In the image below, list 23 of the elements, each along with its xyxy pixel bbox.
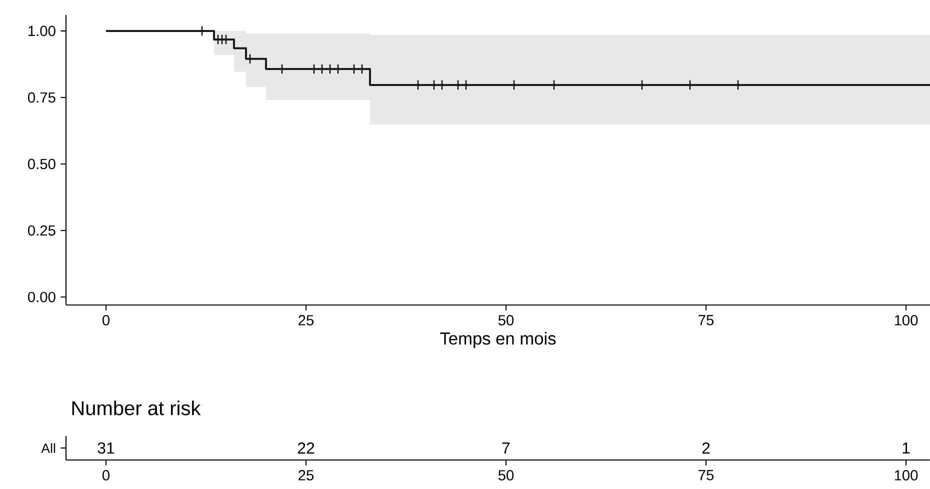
x-tick-label: 50	[498, 470, 514, 480]
x-axis-title: Temps en mois	[440, 332, 556, 348]
x-tick-label: 0	[102, 315, 110, 326]
data-label: 1	[902, 442, 910, 454]
x-tick-label: 100	[894, 315, 918, 326]
x-tick-label: 100	[894, 470, 918, 480]
chart-title: Number at risk	[72, 400, 201, 416]
y-tick-label: 0.75	[28, 92, 56, 103]
x-tick-label: 75	[698, 315, 714, 326]
data-label: 2	[702, 442, 710, 454]
x-tick-label: 25	[298, 315, 314, 326]
x-tick-label: 25	[298, 470, 314, 480]
data-label: 31	[98, 442, 114, 454]
y-tick-label: 0.25	[28, 225, 56, 236]
y-tick-label: 0.50	[28, 158, 56, 170]
data-label: 22	[298, 442, 314, 454]
y-tick-label: All	[41, 443, 56, 453]
data-label: 7	[502, 442, 510, 454]
y-tick-label: 0.00	[28, 292, 56, 302]
x-tick-label: 50	[498, 315, 514, 326]
x-tick-label: 0	[102, 470, 110, 480]
x-tick-label: 75	[698, 470, 714, 480]
y-tick-label: 1.00	[28, 26, 56, 36]
